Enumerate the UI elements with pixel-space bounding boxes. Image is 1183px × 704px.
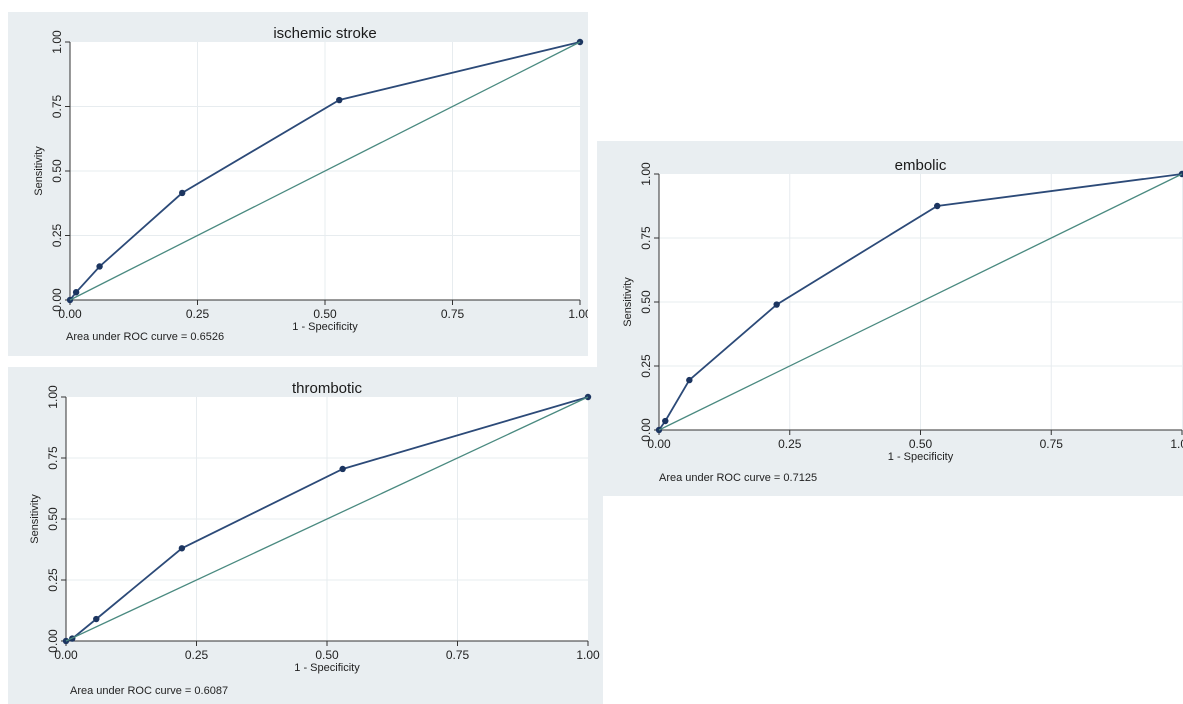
- x-tick-label: 0.75: [446, 648, 470, 662]
- x-tick-label: 0.25: [186, 307, 210, 321]
- y-tick-label: 0.25: [639, 354, 653, 378]
- x-tick-label: 0.75: [441, 307, 465, 321]
- y-axis-label: Sensitivity: [33, 146, 45, 196]
- x-tick-label: 0.00: [647, 437, 671, 451]
- y-tick-label: 0.00: [46, 629, 60, 653]
- x-tick-label: 1.00: [576, 648, 600, 662]
- y-tick-label: 1.00: [46, 385, 60, 409]
- x-axis-label: 1 - Specificity: [292, 321, 358, 333]
- roc-point: [773, 301, 780, 308]
- chart-panel-ischemic-stroke: ischemic stroke 0.00 0.00 0.25 0.25 0.50 0.50 0…: [8, 12, 588, 356]
- chart-svg: thrombotic 0.000.00 0.25 0.25 0.50 0.50 0.75 0.…: [29, 380, 600, 697]
- roc-point: [339, 465, 346, 473]
- x-tick-label: 1.00: [568, 307, 588, 321]
- x-tick-label: 0.25: [185, 648, 209, 662]
- y-tick-label: 0.00: [50, 288, 64, 312]
- chart-panel-thrombotic: thrombotic 0.00 0.00 0.25 0.25 0.50 0.50 0.75 0.…: [8, 367, 603, 704]
- y-tick-label: 0.50: [46, 507, 60, 531]
- roc-point: [686, 376, 693, 384]
- chart-title: thrombotic: [292, 380, 363, 397]
- roc-point: [72, 289, 80, 296]
- y-tick-label: 0.25: [50, 223, 64, 247]
- roc-point: [336, 96, 343, 104]
- roc-point: [179, 189, 186, 197]
- reference-diagonal-line: [65, 396, 589, 642]
- x-tick-label: 0.50: [315, 648, 339, 662]
- auc-note: Area under ROC curve = 0.6526: [66, 331, 224, 343]
- roc-point: [662, 417, 669, 425]
- y-tick-label: 0.75: [46, 446, 60, 470]
- x-tick-label: 0.50: [909, 437, 933, 451]
- roc-point: [934, 202, 941, 210]
- chart-panel-embolic: embolic 0.00 0.00 0.25 0.25 0.50 0.50 0.75 0.75 1…: [597, 141, 1183, 496]
- x-axis-label: 1 - Specificity: [888, 451, 954, 463]
- chart-title: ischemic stroke: [273, 25, 376, 42]
- y-tick-label: 0.25: [46, 568, 60, 592]
- y-tick-label: 0.50: [50, 159, 64, 183]
- chart-svg: ischemic stroke 0.000.00 0.25 0.25 0.50 0.50 0…: [33, 25, 588, 343]
- x-tick-label: 0.00: [54, 648, 78, 662]
- y-tick-label: 0.00: [639, 418, 653, 442]
- chart-title: embolic: [895, 157, 947, 174]
- roc-point: [96, 263, 103, 270]
- reference-diagonal-line: [69, 41, 581, 301]
- auc-note: Area under ROC curve = 0.7125: [659, 472, 817, 484]
- x-tick-label: 0.50: [313, 307, 337, 321]
- x-tick-label: 0.25: [778, 437, 802, 451]
- reference-diagonal-line: [658, 173, 1183, 431]
- y-tick-label: 0.75: [50, 94, 64, 118]
- roc-point: [178, 545, 186, 552]
- x-tick-label: 0.75: [1040, 437, 1064, 451]
- y-tick-label: 1.00: [639, 162, 653, 186]
- y-tick-label: 0.50: [639, 290, 653, 314]
- roc-point: [93, 615, 100, 623]
- x-tick-label: 1.00: [1170, 437, 1183, 451]
- auc-note: Area under ROC curve = 0.6087: [70, 685, 228, 697]
- y-axis-label: Sensitivity: [622, 277, 634, 327]
- y-axis-label: Sensitivity: [29, 494, 41, 544]
- y-tick-label: 1.00: [50, 30, 64, 54]
- y-tick-label: 0.75: [639, 226, 653, 250]
- x-tick-label: 0.00: [58, 307, 82, 321]
- chart-svg: embolic 0.000.00 0.25 0.25 0.50 0.50 0.75 0.75 1…: [622, 157, 1183, 484]
- x-axis-label: 1 - Specificity: [294, 662, 360, 674]
